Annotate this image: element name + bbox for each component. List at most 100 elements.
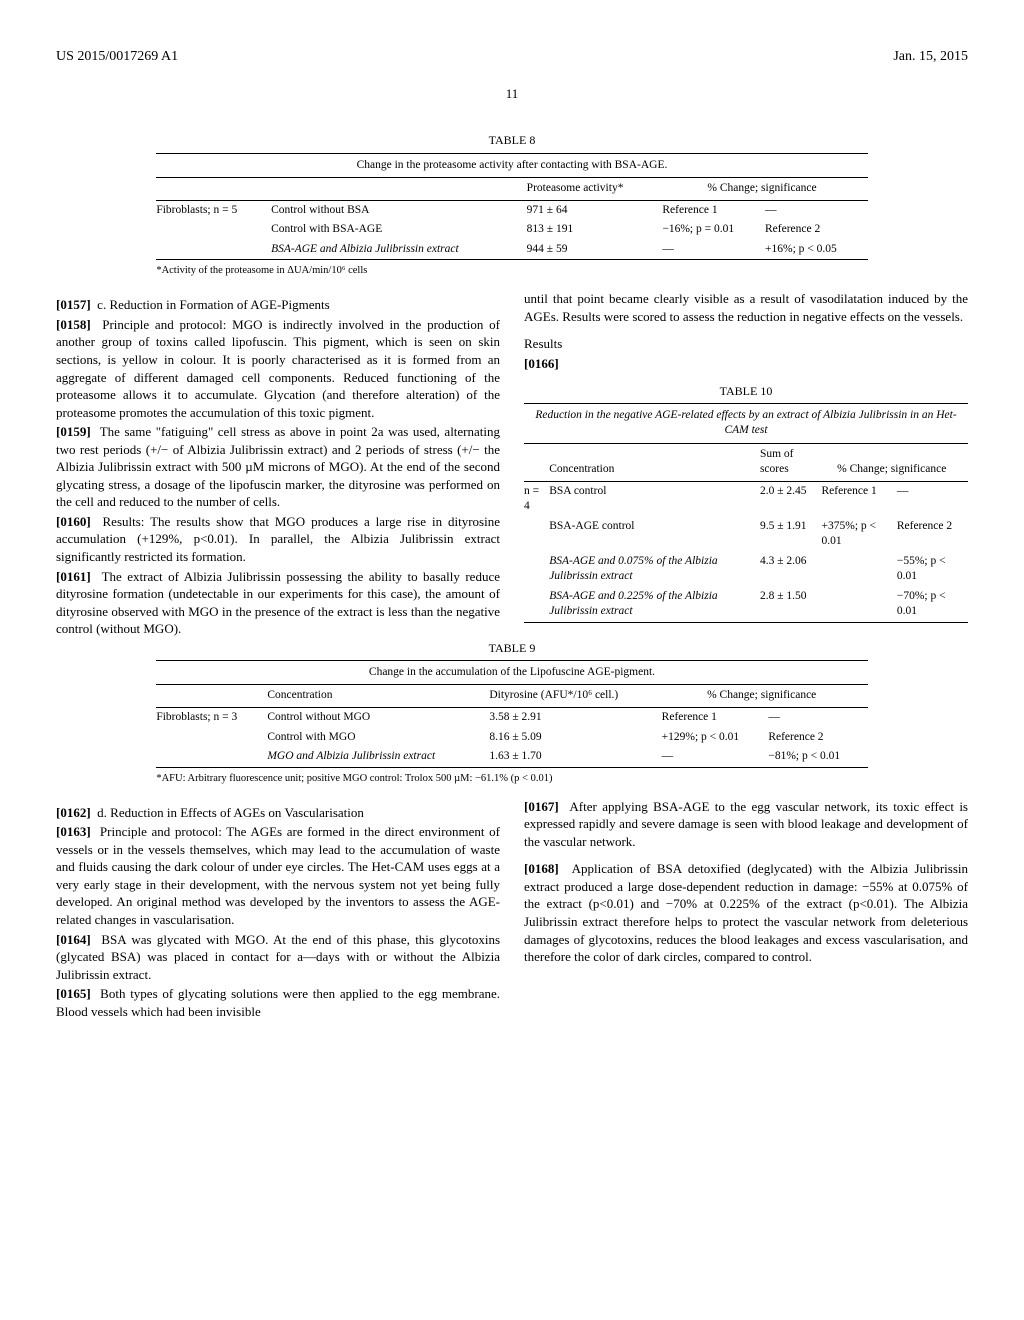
th: % Change; significance	[662, 178, 867, 200]
th: Dityrosine (AFU*/10⁶ cell.)	[489, 685, 661, 707]
td: 1.63 ± 1.70	[489, 747, 661, 767]
para: [0161] The extract of Albizia Julibrissi…	[56, 568, 500, 638]
td: +129%; p < 0.01	[662, 728, 769, 748]
table-10: TABLE 10 Reduction in the negative AGE-r…	[524, 383, 968, 623]
para: until that point became clearly visible …	[524, 290, 968, 325]
para-number: [0163]	[56, 824, 91, 839]
th: % Change; significance	[662, 685, 868, 707]
page-number: 11	[56, 85, 968, 103]
para-text: The extract of Albizia Julibrissin posse…	[56, 569, 500, 637]
td: 9.5 ± 1.91	[760, 517, 822, 552]
th	[156, 685, 267, 707]
td: −81%; p < 0.01	[768, 747, 867, 767]
td: Reference 1	[662, 707, 769, 727]
td: —	[662, 747, 769, 767]
table-caption: TABLE 10	[524, 383, 968, 399]
para: [0160] Results: The results show that MG…	[56, 513, 500, 566]
para: [0166]	[524, 355, 968, 373]
para-number: [0168]	[524, 861, 559, 876]
table-8: TABLE 8 Change in the proteasome activit…	[156, 132, 867, 278]
td: Fibroblasts; n = 5	[156, 200, 271, 220]
para-number: [0160]	[56, 514, 91, 529]
td: Reference 1	[822, 481, 897, 517]
para-number: [0166]	[524, 356, 559, 371]
para-text: Principle and protocol: MGO is indirectl…	[56, 317, 500, 420]
table-caption: TABLE 8	[156, 132, 867, 148]
td: 2.8 ± 1.50	[760, 587, 822, 623]
td: Reference 2	[768, 728, 867, 748]
publication-date: Jan. 15, 2015	[893, 48, 968, 67]
para-number: [0167]	[524, 799, 559, 814]
para: [0163] Principle and protocol: The AGEs …	[56, 823, 500, 928]
td: BSA-AGE control	[549, 517, 760, 552]
td: Control with BSA-AGE	[271, 220, 527, 240]
table-footnote: *AFU: Arbitrary fluorescence unit; posit…	[156, 772, 867, 786]
td: —	[768, 707, 867, 727]
td: BSA-AGE and 0.075% of the Albizia Julibr…	[549, 552, 760, 587]
td: 3.58 ± 2.91	[489, 707, 661, 727]
td: 2.0 ± 2.45	[760, 481, 822, 517]
table-title: Change in the accumulation of the Lipofu…	[156, 660, 867, 686]
para: [0165] Both types of glycating solutions…	[56, 985, 500, 1020]
td: 4.3 ± 2.06	[760, 552, 822, 587]
results-label: Results	[524, 335, 968, 353]
para-number: [0158]	[56, 317, 91, 332]
para-text: Results: The results show that MGO produ…	[56, 514, 500, 564]
td: Reference 1	[662, 200, 765, 220]
th: % Change; significance	[822, 444, 969, 482]
td	[524, 587, 549, 623]
td: Fibroblasts; n = 3	[156, 707, 267, 727]
table-9-body: Concentration Dityrosine (AFU*/10⁶ cell.…	[156, 685, 867, 767]
table-title: Change in the proteasome activity after …	[156, 153, 867, 179]
th	[524, 444, 549, 482]
th: Proteasome activity*	[527, 178, 663, 200]
td	[156, 728, 267, 748]
td: Control without MGO	[267, 707, 489, 727]
th: Concentration	[267, 685, 489, 707]
para: [0159] The same "fatiguing" cell stress …	[56, 423, 500, 511]
td: 944 ± 59	[527, 240, 663, 260]
td: 971 ± 64	[527, 200, 663, 220]
td: +16%; p < 0.05	[765, 240, 868, 260]
td: +375%; p < 0.01	[822, 517, 897, 552]
td: −55%; p < 0.01	[897, 552, 968, 587]
right-column-bottom: [0167] After applying BSA-AGE to the egg…	[524, 798, 968, 1023]
para: [0158] Principle and protocol: MGO is in…	[56, 316, 500, 421]
para-number: [0165]	[56, 986, 91, 1001]
table-title: Reduction in the negative AGE-related ef…	[524, 403, 968, 444]
td	[524, 552, 549, 587]
left-column: [0157] c. Reduction in Formation of AGE-…	[56, 290, 500, 639]
td: BSA control	[549, 481, 760, 517]
th: Concentration	[549, 444, 760, 482]
table-8-body: Proteasome activity* % Change; significa…	[156, 178, 867, 260]
td: MGO and Albizia Julibrissin extract	[267, 747, 489, 767]
td	[156, 220, 271, 240]
table-10-body: Concentration Sum of scores % Change; si…	[524, 444, 968, 623]
page-header: US 2015/0017269 A1 Jan. 15, 2015	[56, 48, 968, 67]
para: [0162] d. Reduction in Effects of AGEs o…	[56, 804, 500, 822]
para: [0157] c. Reduction in Formation of AGE-…	[56, 296, 500, 314]
td: —	[662, 240, 765, 260]
table-footnote: *Activity of the proteasome in ΔUA/min/1…	[156, 264, 867, 278]
td: —	[765, 200, 868, 220]
left-column-bottom: [0162] d. Reduction in Effects of AGEs o…	[56, 798, 500, 1023]
td: BSA-AGE and Albizia Julibrissin extract	[271, 240, 527, 260]
para-number: [0162]	[56, 805, 91, 820]
para-text: The same "fatiguing" cell stress as abov…	[56, 424, 500, 509]
para-text: BSA was glycated with MGO. At the end of…	[56, 932, 500, 982]
td: −16%; p = 0.01	[662, 220, 765, 240]
para: [0164] BSA was glycated with MGO. At the…	[56, 931, 500, 984]
td: 813 ± 191	[527, 220, 663, 240]
table-9: TABLE 9 Change in the accumulation of th…	[156, 640, 867, 786]
td: n = 4	[524, 481, 549, 517]
td: −70%; p < 0.01	[897, 587, 968, 623]
td: Control without BSA	[271, 200, 527, 220]
para-number: [0164]	[56, 932, 91, 947]
table-caption: TABLE 9	[156, 640, 867, 656]
para-number: [0157]	[56, 297, 91, 312]
right-column: until that point became clearly visible …	[524, 290, 968, 639]
para-text: Application of BSA detoxified (deglycate…	[524, 861, 968, 964]
th: Sum of scores	[760, 444, 822, 482]
para-text: d. Reduction in Effects of AGEs on Vascu…	[97, 805, 364, 820]
td: Reference 2	[897, 517, 968, 552]
